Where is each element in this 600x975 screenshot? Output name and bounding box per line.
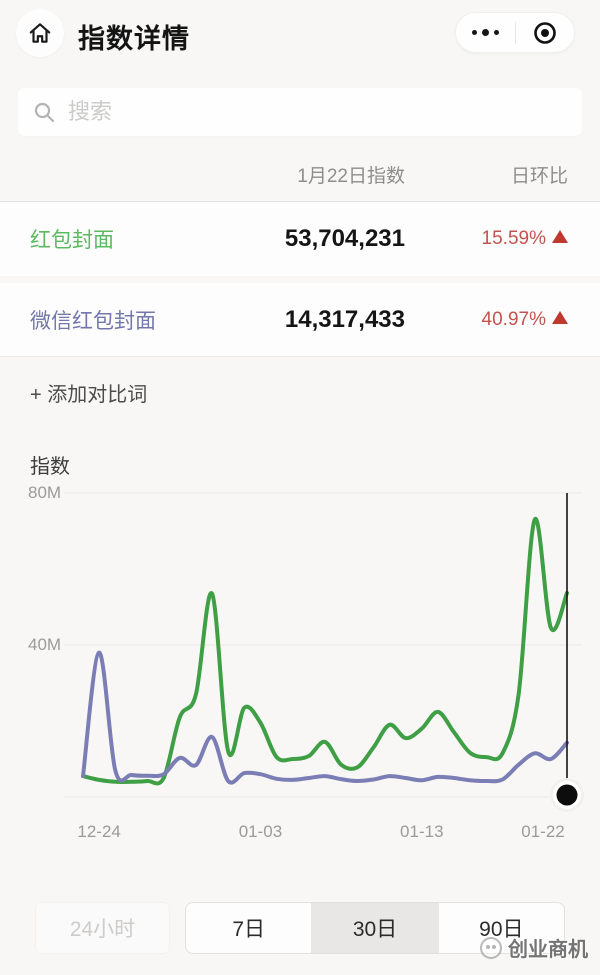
up-arrow-icon	[552, 310, 568, 324]
index-value: 14,317,433	[284, 305, 405, 333]
change-percent: 15.59%	[481, 228, 546, 249]
y-axis-label-40m: 40M	[28, 635, 62, 654]
chart-marker[interactable]	[550, 493, 584, 812]
series-line-红包封面	[81, 517, 569, 786]
up-arrow-icon	[552, 230, 568, 243]
watermark-logo-icon	[480, 936, 502, 959]
chart-title: 指数	[30, 456, 70, 478]
tab-30d[interactable]: 30日	[311, 903, 438, 953]
day-change: 15.59%	[418, 228, 568, 250]
tab-24h[interactable]: 24小时	[35, 902, 170, 954]
y-axis-label-80m: 80M	[28, 483, 62, 502]
add-compare-button[interactable]: + 添加对比词	[30, 384, 148, 406]
index-value: 53,704,231	[284, 225, 405, 252]
tab-7d[interactable]: 7日	[232, 918, 265, 941]
home-button[interactable]	[16, 9, 64, 57]
target-circle-icon	[533, 21, 556, 44]
table-header: 1月22日指数 日环比	[0, 150, 600, 198]
x-axis-label: 12-24	[77, 822, 121, 841]
page-title: 指数详情	[78, 24, 190, 54]
series-line-微信红包封面	[81, 650, 569, 785]
capsule-divider	[514, 21, 516, 44]
index-column-header: 1月22日指数	[297, 165, 405, 187]
home-icon	[29, 23, 51, 43]
day-change: 40.97%	[418, 309, 568, 331]
search-input[interactable]	[66, 98, 568, 126]
x-axis-label: 01-13	[400, 822, 444, 841]
table-row[interactable]: 红包封面 53,704,231 15.59%	[0, 201, 600, 276]
chart-gridlines	[64, 492, 582, 798]
tab-90d[interactable]: 90日	[437, 903, 564, 953]
more-button[interactable]	[456, 13, 515, 52]
change-percent: 40.97%	[481, 308, 546, 330]
x-axis-label: 01-22	[521, 822, 565, 841]
close-minimize-button[interactable]	[516, 13, 575, 52]
table-row[interactable]: 微信红包封面 14,317,433 40.97%	[0, 283, 600, 357]
miniprogram-capsule	[455, 12, 575, 53]
search-icon	[34, 102, 55, 123]
change-column-header: 日环比	[510, 165, 568, 187]
watermark-text: 创业商机	[508, 939, 588, 961]
ellipsis-icon	[471, 29, 499, 36]
keyword-label[interactable]: 微信红包封面	[30, 309, 156, 333]
chart-lines	[81, 517, 569, 786]
x-axis-label: 01-03	[238, 822, 283, 841]
marker-dot[interactable]	[556, 784, 578, 806]
search-bar[interactable]	[18, 88, 582, 136]
watermark: 创业商机	[480, 933, 588, 962]
index-chart[interactable]	[0, 470, 600, 820]
keyword-label[interactable]: 红包封面	[30, 229, 114, 252]
